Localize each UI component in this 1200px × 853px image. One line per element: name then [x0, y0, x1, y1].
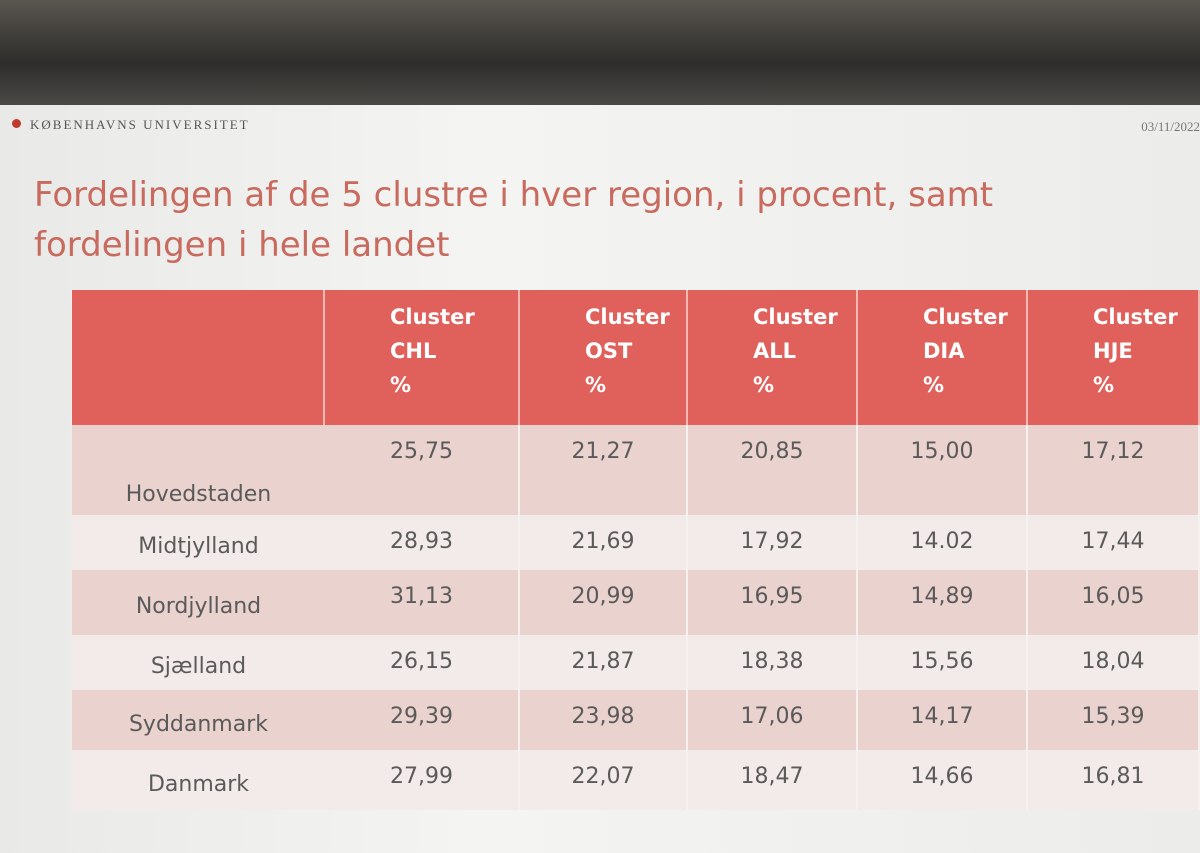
header-text: ALL [753, 339, 797, 363]
cell-value: 21,69 [520, 515, 688, 570]
header-cell: Cluster HJE% [1028, 290, 1200, 425]
header-text: % [585, 373, 607, 397]
header-text: Cluster [585, 305, 670, 329]
cell-value: 14,17 [858, 690, 1028, 750]
logo-text: KØBENHAVNS UNIVERSITET [30, 117, 250, 132]
row-label: Nordjylland [72, 570, 325, 635]
cell-value: 17,44 [1028, 515, 1200, 570]
header-text: Cluster [923, 305, 1008, 329]
cell-value: 18,47 [688, 750, 858, 810]
header-cell: Cluster ALL% [688, 290, 858, 425]
cell-value: 22,07 [520, 750, 688, 810]
date: 03/11/2022 [1141, 119, 1200, 134]
header-text: OST [585, 339, 633, 363]
row-label: Sjælland [72, 635, 325, 690]
header-text: % [923, 373, 945, 397]
header-text: CHL [390, 339, 437, 363]
row-label: Danmark [72, 750, 325, 810]
title-line: Fordelingen af de 5 clustre i hver regio… [34, 175, 994, 215]
header-text: DIA [923, 339, 965, 363]
row-label: Hovedstaden [72, 425, 325, 515]
cell-value: 14,66 [858, 750, 1028, 810]
cell-value: 29,39 [325, 690, 520, 750]
cell-value: 31,13 [325, 570, 520, 635]
header-cell: Cluster OST% [520, 290, 688, 425]
cell-value: 15,56 [858, 635, 1028, 690]
cell-value: 20,85 [688, 425, 858, 515]
row-label: Midtjylland [72, 515, 325, 570]
cell-value: 18,04 [1028, 635, 1200, 690]
cell-value: 21,27 [520, 425, 688, 515]
cell-value: 27,99 [325, 750, 520, 810]
cell-value: 21,87 [520, 635, 688, 690]
header-cell: Cluster DIA% [858, 290, 1028, 425]
header-text: Cluster [753, 305, 838, 329]
cell-value: 16,81 [1028, 750, 1200, 810]
header-text: % [753, 373, 775, 397]
slide-title: Fordelingen af de 5 clustre i hver regio… [34, 170, 993, 270]
cell-value: 14.02 [858, 515, 1028, 570]
ceiling [0, 0, 1200, 105]
cell-value: 28,93 [325, 515, 520, 570]
title-line: fordelingen i hele landet [34, 225, 450, 265]
cell-value: 17,12 [1028, 425, 1200, 515]
cell-value: 16,05 [1028, 570, 1200, 635]
header-text: Cluster [1093, 305, 1178, 329]
cell-value: 25,75 [325, 425, 520, 515]
cell-value: 15,39 [1028, 690, 1200, 750]
cell-value: 17,06 [688, 690, 858, 750]
header-text: Cluster [390, 305, 475, 329]
cell-value: 26,15 [325, 635, 520, 690]
header-cell: Cluster CHL% [325, 290, 520, 425]
header-text: % [1093, 373, 1115, 397]
row-label: Syddanmark [72, 690, 325, 750]
cell-value: 23,98 [520, 690, 688, 750]
header-text: HJE [1093, 339, 1133, 363]
cell-value: 14,89 [858, 570, 1028, 635]
cell-value: 16,95 [688, 570, 858, 635]
cell-value: 15,00 [858, 425, 1028, 515]
header-cell [72, 290, 325, 425]
cell-value: 18,38 [688, 635, 858, 690]
cell-value: 20,99 [520, 570, 688, 635]
logo-icon [12, 119, 21, 128]
cell-value: 17,92 [688, 515, 858, 570]
header-text: % [390, 373, 412, 397]
